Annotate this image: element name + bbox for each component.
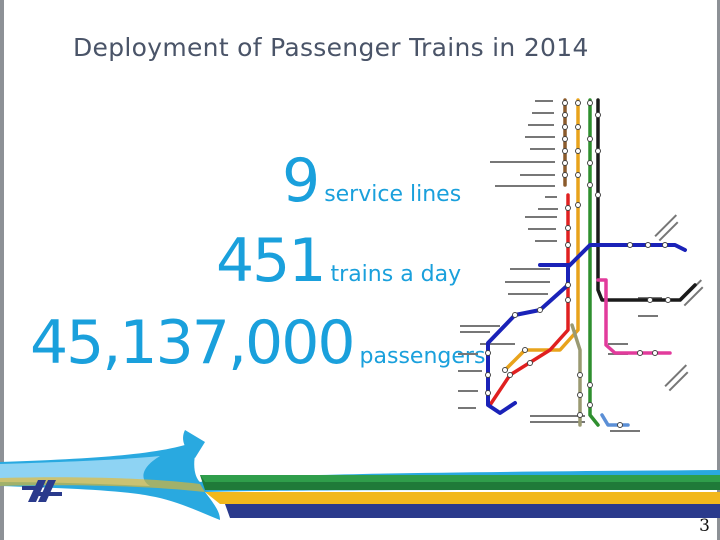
slide-title: Deployment of Passenger Trains in 2014 <box>73 33 589 62</box>
footer-swoosh-graphic <box>0 430 720 520</box>
stat-value: 45,137,000 <box>30 308 356 378</box>
slide-right-edge <box>717 0 720 540</box>
stat-trains-per-day: 451 trains a day <box>216 226 461 296</box>
stat-label: service lines <box>324 182 462 207</box>
stat-label: passengers <box>359 344 486 369</box>
stat-value: 451 <box>216 226 327 296</box>
stat-service-lines: 9 service lines <box>282 146 461 216</box>
israel-railways-logo-icon <box>22 480 62 502</box>
slide-left-edge <box>0 0 4 540</box>
station-labels <box>458 100 704 432</box>
stat-value: 9 <box>282 146 320 216</box>
stat-passengers: 45,137,000 passengers <box>30 308 485 378</box>
page-number: 3 <box>699 516 710 536</box>
railway-network-map-icon <box>458 98 704 432</box>
stat-label: trains a day <box>330 262 462 287</box>
